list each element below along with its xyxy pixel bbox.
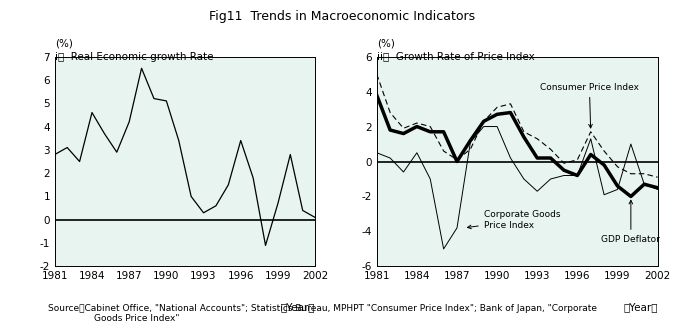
Text: ii）  Growth Rate of Price Index: ii） Growth Rate of Price Index bbox=[377, 52, 534, 62]
Text: （Year）: （Year） bbox=[623, 302, 658, 312]
Text: Corporate Goods
Price Index: Corporate Goods Price Index bbox=[468, 210, 560, 230]
Text: GDP Deflator: GDP Deflator bbox=[601, 200, 660, 244]
Text: Consumer Price Index: Consumer Price Index bbox=[540, 83, 639, 128]
Text: （Year）: （Year） bbox=[281, 302, 315, 312]
Text: (%): (%) bbox=[377, 38, 395, 48]
Text: Fig11  Trends in Macroeconomic Indicators: Fig11 Trends in Macroeconomic Indicators bbox=[210, 10, 475, 23]
Text: i）  Real Economic growth Rate: i） Real Economic growth Rate bbox=[55, 52, 213, 62]
Text: Source：Cabinet Office, "National Accounts"; Statistics Bureau, MPHPT "Consumer P: Source：Cabinet Office, "National Account… bbox=[48, 304, 597, 323]
Text: (%): (%) bbox=[55, 38, 73, 48]
